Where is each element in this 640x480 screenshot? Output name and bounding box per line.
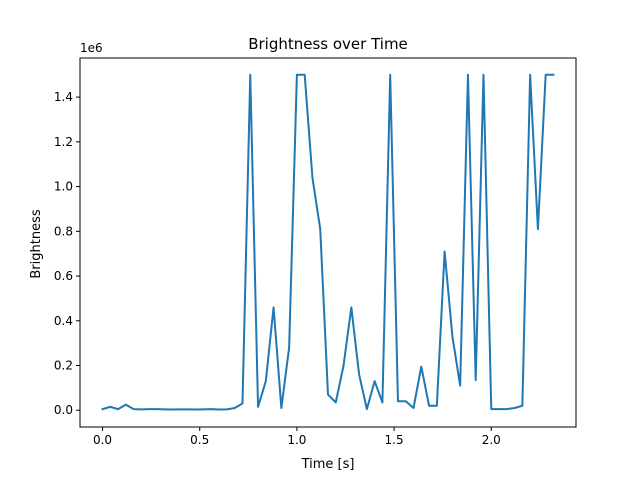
y-tick-label: 0.4: [54, 314, 73, 328]
axes-frame: [79, 57, 577, 428]
chart-title: Brightness over Time: [248, 35, 408, 53]
x-tick-label: 1.0: [287, 433, 306, 447]
y-tick-label: 1.2: [54, 135, 73, 149]
y-tick-label: 0.6: [54, 269, 73, 283]
y-offset-label: 1e6: [80, 41, 103, 55]
plot-area: 0.0 0.5 1.0 1.5 2.0 0.0 0.2 0.4 0.6 0.8 1.0 1.2 1.4: [54, 57, 577, 447]
x-tick-label: 1.5: [385, 433, 404, 447]
y-tick-label: 0.0: [54, 403, 73, 417]
series-line: [101, 73, 555, 411]
y-axis-label: Brightness: [29, 209, 44, 278]
x-tick-label: 2.0: [482, 433, 501, 447]
x-tick-label: 0.0: [93, 433, 112, 447]
x-tick-label: 0.5: [190, 433, 209, 447]
y-tick-label: 0.2: [54, 359, 73, 373]
x-axis-label: Time [s]: [301, 457, 355, 472]
y-tick-label: 1.4: [54, 90, 73, 104]
y-tick-label: 0.8: [54, 224, 73, 238]
y-tick-label: 1.0: [54, 180, 73, 194]
